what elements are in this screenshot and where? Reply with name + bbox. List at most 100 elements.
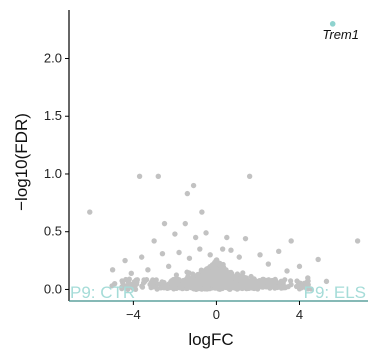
axes xyxy=(68,10,368,302)
data-point xyxy=(305,275,311,281)
data-points-layer xyxy=(87,173,361,287)
background-point xyxy=(261,276,267,282)
data-point xyxy=(354,238,361,244)
data-point xyxy=(284,268,290,274)
data-point xyxy=(136,173,143,179)
background-point xyxy=(301,284,307,290)
highlight-point-trem1 xyxy=(329,21,336,27)
background-point xyxy=(220,280,227,286)
data-point xyxy=(128,270,134,276)
data-point xyxy=(159,250,166,257)
background-point xyxy=(305,282,311,288)
background-point xyxy=(119,284,125,290)
data-point xyxy=(176,249,182,256)
background-point xyxy=(196,283,202,290)
background-point xyxy=(282,284,288,290)
background-point xyxy=(180,277,186,284)
data-point xyxy=(109,267,116,273)
data-point xyxy=(288,238,294,244)
background-point xyxy=(210,273,217,279)
background-point xyxy=(211,261,217,267)
background-point xyxy=(259,281,265,287)
x-tick-label: 0 xyxy=(213,307,220,322)
group-label-els: P9: ELS xyxy=(304,283,366,302)
data-point xyxy=(122,257,128,264)
background-point xyxy=(240,270,246,276)
background-point xyxy=(294,278,300,284)
y-axis-title: −log10(FDR) xyxy=(12,113,31,211)
background-point xyxy=(134,281,140,287)
data-point xyxy=(151,238,157,244)
data-point xyxy=(265,261,272,267)
background-point xyxy=(150,284,156,290)
background-points-layer xyxy=(109,257,314,292)
data-point xyxy=(161,220,168,227)
gene-label-trem1: Trem1 xyxy=(322,27,359,42)
background-point xyxy=(250,285,256,291)
x-tick-label: 4 xyxy=(296,307,303,322)
data-point xyxy=(190,182,197,189)
data-point xyxy=(182,220,188,227)
data-point xyxy=(236,254,242,260)
background-point xyxy=(165,284,171,291)
group-label-ctr: P9: CTR xyxy=(70,283,135,302)
x-axis-title: logFC xyxy=(188,330,233,349)
background-point xyxy=(212,285,218,291)
data-point xyxy=(186,255,193,261)
data-point xyxy=(111,280,118,287)
background-point xyxy=(305,286,311,292)
background-point xyxy=(173,272,179,278)
x-tick-label: −4 xyxy=(126,307,141,322)
background-point xyxy=(144,277,150,283)
background-point xyxy=(280,280,286,286)
data-point xyxy=(224,234,230,241)
background-point xyxy=(202,277,208,284)
background-point xyxy=(288,278,294,284)
background-point xyxy=(205,282,211,288)
y-tick-label: 0.5 xyxy=(44,224,62,239)
background-point xyxy=(238,281,244,287)
background-point xyxy=(188,279,195,285)
background-point xyxy=(125,283,131,289)
data-point xyxy=(276,248,282,255)
data-point xyxy=(219,246,226,252)
background-point xyxy=(222,276,228,282)
background-point xyxy=(154,286,160,292)
data-point xyxy=(145,267,151,273)
data-point xyxy=(192,234,199,241)
data-point xyxy=(172,231,178,237)
data-point xyxy=(242,235,249,242)
background-point xyxy=(203,271,209,277)
data-point xyxy=(138,254,145,260)
data-point xyxy=(199,209,205,215)
background-point xyxy=(254,285,260,291)
data-point xyxy=(87,209,93,215)
background-point xyxy=(210,265,217,271)
background-point xyxy=(195,271,201,278)
background-point xyxy=(249,277,255,283)
data-point xyxy=(165,263,172,270)
background-point xyxy=(123,276,129,283)
background-point xyxy=(267,285,273,291)
background-point xyxy=(223,284,229,290)
y-tick-label: 0.0 xyxy=(44,281,62,296)
background-point xyxy=(171,286,177,292)
data-point xyxy=(155,173,161,179)
data-point xyxy=(197,246,203,252)
background-point xyxy=(219,271,225,277)
background-point xyxy=(228,276,234,282)
background-point xyxy=(273,284,279,290)
background-point xyxy=(246,279,252,286)
data-point xyxy=(228,247,234,253)
data-point xyxy=(184,190,191,197)
background-point xyxy=(168,279,174,285)
data-point xyxy=(257,252,263,258)
data-point xyxy=(315,256,321,263)
background-point xyxy=(130,285,136,291)
highlight-layer: Trem1 xyxy=(322,21,359,42)
data-point xyxy=(203,230,209,236)
background-point xyxy=(184,269,190,275)
background-point xyxy=(234,285,240,291)
